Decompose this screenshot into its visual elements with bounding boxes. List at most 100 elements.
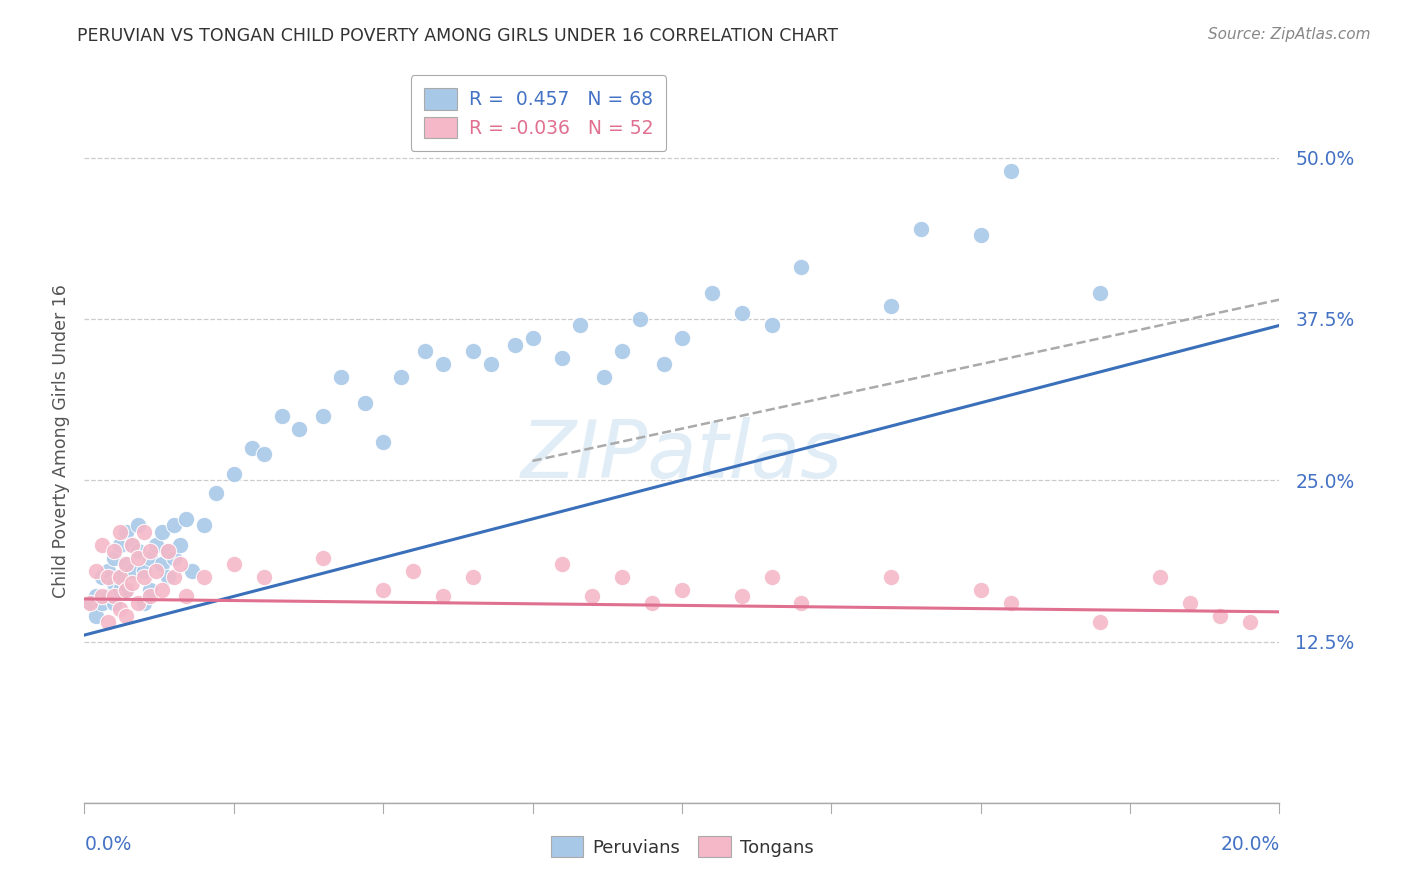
Point <box>1000 596 1022 610</box>
Point <box>110 570 132 584</box>
Point <box>761 318 783 333</box>
Legend: Peruvians, Tongans: Peruvians, Tongans <box>541 827 823 866</box>
Point <box>240 441 263 455</box>
Point <box>970 228 993 243</box>
Point <box>1209 608 1232 623</box>
Point <box>461 570 484 584</box>
Point <box>86 608 108 623</box>
Point <box>479 357 502 371</box>
Y-axis label: Child Poverty Among Girls Under 16: Child Poverty Among Girls Under 16 <box>52 285 70 599</box>
Point <box>139 544 162 558</box>
Point <box>91 590 114 604</box>
Point <box>222 557 245 571</box>
Point <box>652 357 675 371</box>
Point <box>880 299 903 313</box>
Text: 0.0%: 0.0% <box>84 835 132 854</box>
Point <box>731 305 754 319</box>
Point <box>150 524 173 539</box>
Point <box>132 564 156 578</box>
Point <box>103 550 125 565</box>
Point <box>97 564 120 578</box>
Point <box>127 550 149 565</box>
Point <box>121 538 143 552</box>
Point <box>581 590 603 604</box>
Point <box>169 557 191 571</box>
Point <box>628 312 651 326</box>
Point <box>163 550 186 565</box>
Point <box>193 570 215 584</box>
Text: ZIPatlas: ZIPatlas <box>520 417 844 495</box>
Point <box>270 409 292 423</box>
Point <box>970 582 993 597</box>
Point <box>91 596 114 610</box>
Point <box>121 576 143 591</box>
Point <box>503 338 526 352</box>
Point <box>121 564 143 578</box>
Point <box>373 434 395 449</box>
Point <box>205 486 228 500</box>
Text: 20.0%: 20.0% <box>1220 835 1279 854</box>
Point <box>402 564 425 578</box>
Point <box>700 286 723 301</box>
Point <box>132 570 156 584</box>
Point <box>373 582 395 597</box>
Point <box>1178 596 1201 610</box>
Point <box>522 331 544 345</box>
Point <box>110 582 132 597</box>
Point <box>641 596 664 610</box>
Point <box>91 538 114 552</box>
Point <box>288 422 311 436</box>
Point <box>593 370 616 384</box>
Point <box>79 596 101 610</box>
Point <box>612 570 634 584</box>
Text: Source: ZipAtlas.com: Source: ZipAtlas.com <box>1208 27 1371 42</box>
Point <box>612 344 634 359</box>
Point <box>330 370 353 384</box>
Point <box>139 550 162 565</box>
Point <box>127 518 149 533</box>
Point <box>132 524 156 539</box>
Point <box>121 538 143 552</box>
Point <box>110 524 132 539</box>
Point <box>1090 286 1112 301</box>
Point <box>253 570 276 584</box>
Point <box>181 564 204 578</box>
Point <box>157 544 180 558</box>
Point <box>1149 570 1171 584</box>
Point <box>115 557 138 571</box>
Point <box>157 544 180 558</box>
Point <box>413 344 436 359</box>
Point <box>312 409 335 423</box>
Point <box>551 351 574 365</box>
Point <box>86 564 108 578</box>
Point <box>790 596 813 610</box>
Point <box>132 596 156 610</box>
Point <box>761 570 783 584</box>
Point <box>97 590 120 604</box>
Point <box>389 370 412 384</box>
Point <box>157 570 180 584</box>
Point <box>115 608 138 623</box>
Point <box>110 570 132 584</box>
Point <box>115 557 138 571</box>
Point <box>174 590 197 604</box>
Point <box>145 564 167 578</box>
Point <box>569 318 592 333</box>
Point <box>86 590 108 604</box>
Point <box>115 524 138 539</box>
Text: PERUVIAN VS TONGAN CHILD POVERTY AMONG GIRLS UNDER 16 CORRELATION CHART: PERUVIAN VS TONGAN CHILD POVERTY AMONG G… <box>77 27 838 45</box>
Point <box>461 344 484 359</box>
Point <box>1090 615 1112 630</box>
Point <box>139 582 162 597</box>
Point <box>432 590 454 604</box>
Point <box>163 518 186 533</box>
Point <box>139 590 162 604</box>
Point <box>110 538 132 552</box>
Point <box>115 582 138 597</box>
Point <box>1000 163 1022 178</box>
Point <box>103 544 125 558</box>
Point <box>880 570 903 584</box>
Point <box>222 467 245 481</box>
Point <box>127 596 149 610</box>
Point <box>103 590 125 604</box>
